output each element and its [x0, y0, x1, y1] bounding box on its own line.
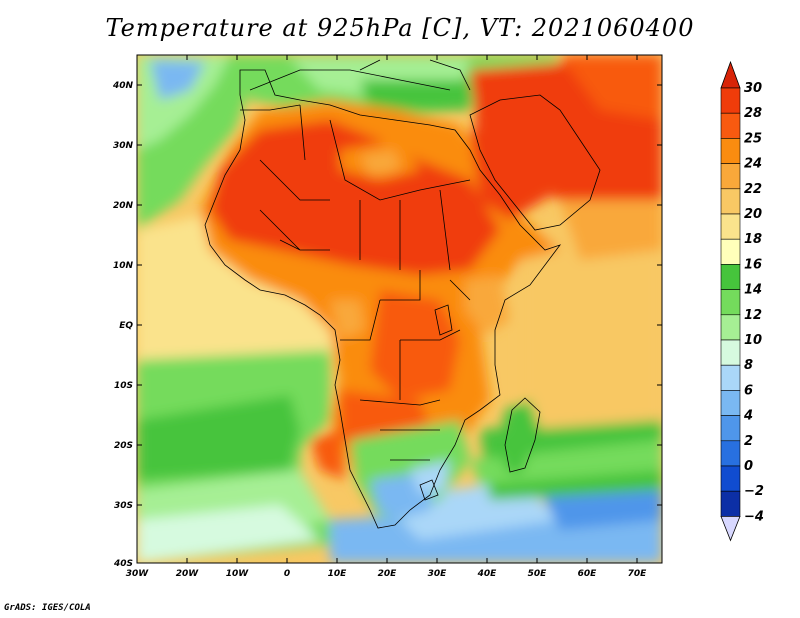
colorbar-label: 18	[744, 232, 762, 247]
lat-label: 40S	[113, 559, 133, 569]
colorbar-label: −2	[744, 484, 764, 499]
lon-label: 70E	[628, 569, 648, 579]
colorbar-swatch	[720, 415, 741, 442]
colorbar-label: 6	[744, 383, 753, 398]
lon-label: 50E	[528, 569, 548, 579]
lon-label: 20E	[378, 569, 398, 579]
temperature-field	[137, 55, 662, 563]
axis-ticks	[136, 55, 662, 564]
lat-label: 10S	[114, 381, 133, 391]
colorbar-swatch	[720, 213, 741, 240]
lon-label: 0	[284, 569, 290, 579]
colorbar-label: 8	[744, 358, 753, 373]
lat-label: 30S	[114, 501, 133, 511]
colorbar-swatch	[720, 188, 741, 215]
lat-label: 30N	[113, 141, 134, 151]
colorbar-label: 0	[744, 459, 753, 474]
colorbar-label: 30	[744, 81, 762, 96]
colorbar-swatch	[720, 490, 741, 517]
colorbar-bottom-triangle	[720, 516, 741, 542]
lon-label: 30W	[126, 569, 150, 579]
colorbar-label: 12	[744, 308, 762, 323]
latitude-labels: 40N 30N 20N 10N EQ 10S 20S 30S 40S	[112, 81, 134, 569]
colorbar-swatch	[720, 289, 741, 316]
colorbar-label: 20	[744, 207, 762, 222]
colorbar-swatch	[720, 390, 741, 416]
map-frame	[136, 54, 663, 564]
colorbar-swatch	[720, 264, 741, 290]
colorbar-swatch	[720, 314, 741, 341]
chart-title: Temperature at 925hPa [C], VT: 202106040…	[105, 14, 695, 42]
colorbar-label: 14	[744, 283, 762, 298]
colorbar-swatch	[720, 87, 741, 114]
colorbar-label: −4	[744, 509, 764, 524]
colorbar-label: 2	[744, 434, 753, 449]
lon-label: 20W	[176, 569, 200, 579]
lat-label: 40N	[112, 81, 134, 91]
lon-label: 30E	[428, 569, 448, 579]
lat-label: 20S	[114, 441, 133, 451]
colorbar-label: 10	[744, 333, 762, 348]
colorbar-label: 24	[744, 157, 762, 172]
colorbar-label: 25	[744, 131, 762, 146]
lat-label: EQ	[119, 321, 133, 331]
lat-label: 10N	[113, 261, 134, 271]
lon-label: 60E	[578, 569, 598, 579]
colorbar-swatch	[720, 440, 741, 467]
colorbar-label: 4	[743, 409, 753, 424]
colorbar-swatch	[720, 163, 741, 190]
colorbar-swatch	[720, 465, 741, 492]
colorbar-label: 22	[744, 182, 762, 197]
colorbar-swatch	[720, 364, 741, 391]
lon-label: 10E	[328, 569, 348, 579]
colorbar-label: 16	[744, 257, 762, 272]
colorbar-swatch	[720, 138, 741, 164]
colorbar-top-triangle	[720, 60, 741, 89]
colorbar-swatch	[720, 238, 741, 265]
lon-label: 10W	[226, 569, 250, 579]
coastline-borders	[204, 59, 601, 529]
colorbar-swatch	[720, 112, 741, 139]
lon-label: 40E	[477, 569, 498, 579]
lat-label: 20N	[113, 201, 134, 211]
colorbar-swatch	[720, 339, 741, 366]
longitude-labels: 30W 20W 10W 0 10E 20E 30E 40E 50E 60E 70E	[126, 569, 647, 579]
colorbar-label: 28	[744, 106, 762, 121]
credit-text: GrADS: IGES/COLA	[4, 603, 91, 613]
